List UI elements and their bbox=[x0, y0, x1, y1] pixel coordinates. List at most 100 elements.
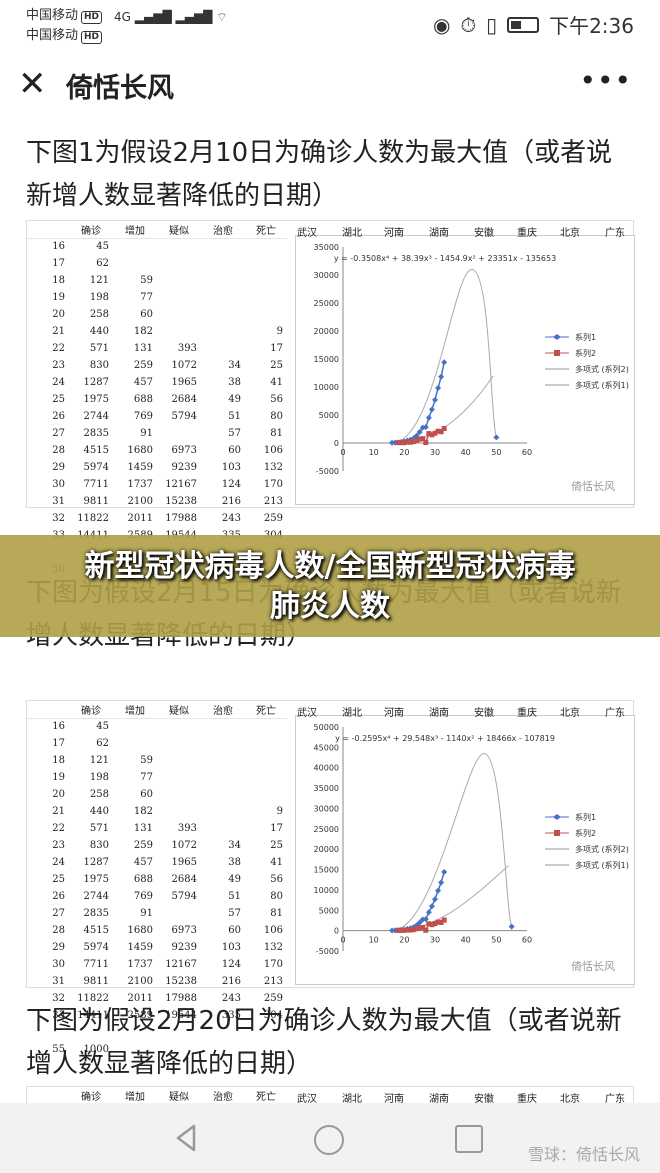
table-cell: 9811 bbox=[69, 493, 113, 510]
table-cell: 60 bbox=[113, 786, 157, 803]
y-tick-label: 5000 bbox=[319, 906, 339, 915]
recent-apps-icon[interactable] bbox=[455, 1125, 483, 1153]
table-cell bbox=[157, 905, 201, 922]
table-cell: 23 bbox=[27, 357, 69, 374]
x-tick-label: 60 bbox=[522, 448, 532, 457]
table-cell: 393 bbox=[157, 820, 201, 837]
table-cell: 32 bbox=[27, 510, 69, 527]
table-cell bbox=[201, 272, 245, 289]
region-header: 湖南 bbox=[429, 704, 449, 719]
table-cell bbox=[201, 786, 245, 803]
alarm-icon: ⏱ bbox=[460, 13, 476, 37]
carrier-1: 中国移动HD bbox=[26, 4, 102, 24]
table-cell: 62 bbox=[69, 735, 113, 752]
table-cell: 9239 bbox=[157, 939, 201, 956]
table-cell: 1459 bbox=[113, 939, 157, 956]
table-cell: 769 bbox=[113, 888, 157, 905]
table-cell: 31 bbox=[27, 493, 69, 510]
column-header: 死亡 bbox=[245, 221, 287, 238]
region-header: 北京 bbox=[560, 704, 580, 719]
carrier-2: 中国移动HD bbox=[26, 24, 102, 44]
more-options-icon[interactable]: ••• bbox=[579, 64, 632, 97]
table-cell bbox=[245, 255, 287, 272]
region-header: 北京 bbox=[560, 224, 580, 239]
table-row: 29597414599239103132 bbox=[27, 939, 287, 956]
table-cell: 17988 bbox=[157, 510, 201, 527]
legend-label: 系列2 bbox=[575, 348, 596, 358]
y-tick-label: 45000 bbox=[314, 743, 339, 752]
table-cell: 31 bbox=[27, 973, 69, 990]
region-header: 重庆 bbox=[517, 704, 537, 719]
table-cell: 2100 bbox=[113, 973, 157, 990]
table-cell: 51 bbox=[201, 888, 245, 905]
table-cell: 1975 bbox=[69, 871, 113, 888]
table-cell: 80 bbox=[245, 888, 287, 905]
x-tick-label: 0 bbox=[340, 936, 345, 945]
table-cell: 769 bbox=[113, 408, 157, 425]
back-icon[interactable] bbox=[172, 1123, 202, 1153]
table-cell: 2835 bbox=[69, 425, 113, 442]
trend-equation: y = -0.3508x⁴ + 38.39x³ - 1454.9x² + 233… bbox=[334, 254, 556, 263]
table-row: 307711173712167124170 bbox=[27, 956, 287, 973]
table-cell: 830 bbox=[69, 357, 113, 374]
table-cell: 393 bbox=[157, 340, 201, 357]
vibrate-icon: ▯ bbox=[486, 13, 497, 37]
eye-icon: ◉ bbox=[433, 13, 450, 37]
table-row: 2257113139317 bbox=[27, 820, 287, 837]
y-tick-label: 5000 bbox=[319, 411, 339, 420]
table-cell bbox=[157, 306, 201, 323]
table-cell: 56 bbox=[245, 871, 287, 888]
y-tick-label: 0 bbox=[334, 439, 339, 448]
region-header: 广东 bbox=[605, 224, 625, 239]
table-cell: 17 bbox=[245, 340, 287, 357]
table-cell: 16 bbox=[27, 718, 69, 735]
x-tick-label: 40 bbox=[461, 936, 471, 945]
table-cell: 440 bbox=[69, 323, 113, 340]
table-cell: 27 bbox=[27, 905, 69, 922]
table-cell: 22 bbox=[27, 820, 69, 837]
column-header: 增加 bbox=[113, 701, 157, 718]
table-row: 25197568826844956 bbox=[27, 391, 287, 408]
table-cell: 457 bbox=[113, 854, 157, 871]
table-cell bbox=[201, 735, 245, 752]
table-cell: 121 bbox=[69, 272, 113, 289]
table-cell bbox=[157, 425, 201, 442]
x-tick-label: 20 bbox=[399, 448, 409, 457]
table-cell: 1287 bbox=[69, 854, 113, 871]
legend-label: 多项式 (系列1) bbox=[575, 380, 629, 390]
column-header: 增加 bbox=[113, 1087, 157, 1104]
table-cell: 103 bbox=[201, 459, 245, 476]
x-tick-label: 10 bbox=[369, 936, 379, 945]
legend-label: 系列2 bbox=[575, 828, 596, 838]
table-cell: 16 bbox=[27, 238, 69, 255]
y-tick-label: -5000 bbox=[316, 467, 339, 476]
column-header: 疑似 bbox=[157, 701, 201, 718]
table-cell bbox=[157, 289, 201, 306]
table-cell: 7711 bbox=[69, 476, 113, 493]
table-row: 26274476957945180 bbox=[27, 888, 287, 905]
column-header: 疑似 bbox=[157, 221, 201, 238]
column-header: 治愈 bbox=[201, 221, 245, 238]
close-icon[interactable]: ✕ bbox=[18, 64, 50, 104]
table-cell: 51 bbox=[201, 408, 245, 425]
column-header: 增加 bbox=[113, 221, 157, 238]
table-cell bbox=[201, 340, 245, 357]
table-cell: 216 bbox=[201, 973, 245, 990]
table-cell: 132 bbox=[245, 459, 287, 476]
table-cell bbox=[201, 769, 245, 786]
series2-point bbox=[442, 426, 447, 431]
table-cell: 216 bbox=[201, 493, 245, 510]
table-row: 24128745719653841 bbox=[27, 854, 287, 871]
table-cell: 1737 bbox=[113, 956, 157, 973]
column-header: 治愈 bbox=[201, 701, 245, 718]
table-cell: 62 bbox=[69, 255, 113, 272]
table-cell bbox=[245, 238, 287, 255]
y-tick-label: 30000 bbox=[314, 804, 339, 813]
table-cell: 9 bbox=[245, 323, 287, 340]
table-row: 1762 bbox=[27, 735, 287, 752]
table-row: 2383025910723425 bbox=[27, 357, 287, 374]
table-cell: 17 bbox=[27, 735, 69, 752]
table-cell: 2684 bbox=[157, 871, 201, 888]
home-icon[interactable] bbox=[314, 1125, 344, 1155]
table-cell: 11822 bbox=[69, 510, 113, 527]
